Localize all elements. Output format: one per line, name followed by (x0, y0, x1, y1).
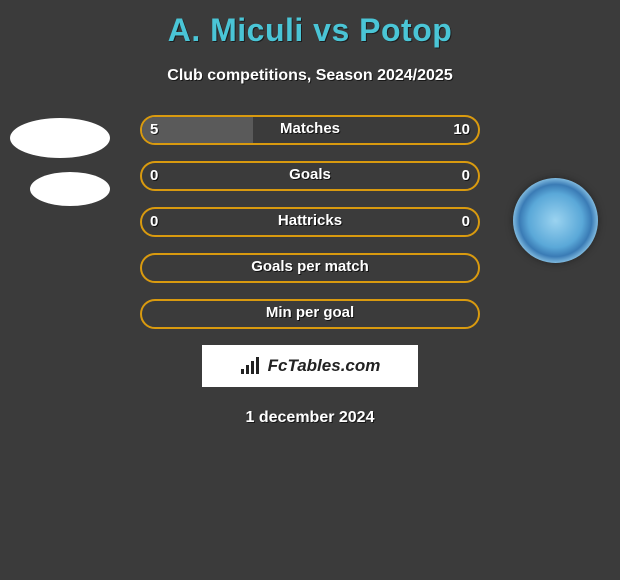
team-badge-right (513, 178, 598, 263)
stat-bar-right-value: 0 (462, 161, 470, 191)
stat-bar-right-value: 0 (462, 207, 470, 237)
stat-bar-row: Goals per match (140, 253, 480, 283)
page-subtitle: Club competitions, Season 2024/2025 (0, 67, 620, 85)
generated-date: 1 december 2024 (0, 409, 620, 427)
stat-bar-left-value: 0 (150, 161, 158, 191)
stat-bar-label: Matches (140, 115, 480, 145)
stat-bar-left-value: 5 (150, 115, 158, 145)
stat-bar-label: Hattricks (140, 207, 480, 237)
chart-icon (240, 357, 262, 375)
stat-bar-row: Goals0 0 (140, 161, 480, 191)
stat-bar-label: Min per goal (140, 299, 480, 329)
stat-bar-row: Min per goal (140, 299, 480, 329)
stat-bar-row: Matches5 10 (140, 115, 480, 145)
stat-bar-label: Goals per match (140, 253, 480, 283)
team-badge-left-1 (10, 118, 110, 158)
fctables-logo: FcTables.com (202, 345, 418, 387)
stat-bar-row: Hattricks0 0 (140, 207, 480, 237)
logo-text: FcTables.com (268, 356, 381, 376)
team-badge-left-2 (30, 172, 110, 206)
stat-bar-label: Goals (140, 161, 480, 191)
stat-bar-right-value: 10 (453, 115, 470, 145)
page-title: A. Miculi vs Potop (0, 0, 620, 49)
stat-bar-left-value: 0 (150, 207, 158, 237)
